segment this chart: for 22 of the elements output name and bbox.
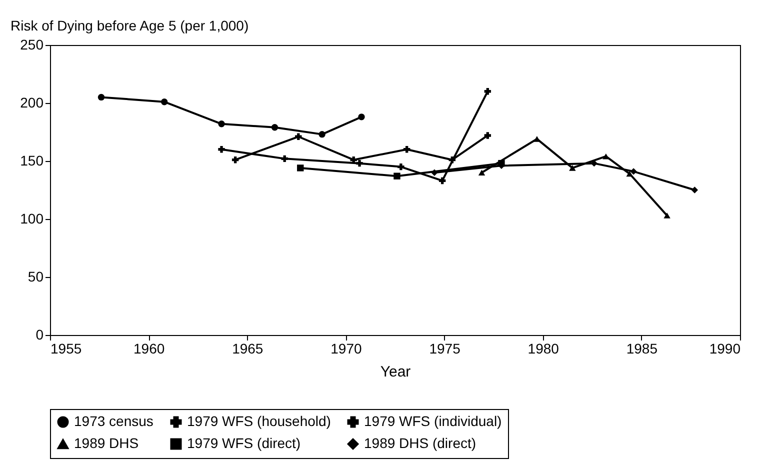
y-tick-label: 150 [20,152,44,168]
x-tick-label: 1985 [626,340,658,356]
y-tick-label: 50 [28,268,44,284]
legend-label: 1973 census [74,413,154,429]
x-tick-label: 1965 [232,340,264,356]
x-axis-title: Year [380,364,411,380]
y-tick-label: 200 [20,94,44,110]
x-tick-label: 1975 [429,340,461,356]
legend-label: 1989 DHS [74,435,139,451]
legend-label: 1989 DHS (direct) [364,435,476,451]
x-tick-label: 1955 [50,340,82,356]
y-tick-label: 100 [20,210,44,226]
legend-label: 1979 WFS (individual) [364,413,502,429]
x-tick-label: 1990 [709,340,741,356]
y-axis-title: Risk of Dying before Age 5 (per 1,000) [10,18,249,34]
x-tick-label: 1970 [330,340,362,356]
y-tick-label: 0 [36,326,44,342]
y-tick-label: 250 [20,36,44,52]
legend-label: 1979 WFS (household) [187,413,331,429]
legend-label: 1979 WFS (direct) [187,435,301,451]
x-tick-label: 1980 [528,340,560,356]
x-tick-label: 1960 [133,340,165,356]
